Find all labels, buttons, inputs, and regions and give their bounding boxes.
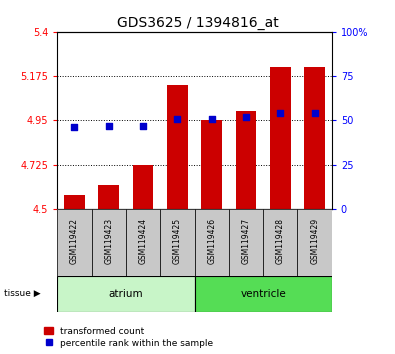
Text: GSM119424: GSM119424	[139, 218, 148, 264]
Bar	[195, 276, 332, 312]
Bar	[126, 209, 160, 276]
Text: GSM119428: GSM119428	[276, 218, 285, 264]
Text: GSM119422: GSM119422	[70, 218, 79, 264]
Point	[140, 123, 146, 129]
Bar	[98, 185, 119, 209]
Text: GSM119423: GSM119423	[104, 218, 113, 264]
Bar	[195, 209, 229, 276]
Bar	[229, 209, 263, 276]
Bar	[236, 110, 256, 209]
Bar	[160, 209, 195, 276]
Bar	[297, 209, 332, 276]
Bar	[57, 276, 195, 312]
Text: GSM119427: GSM119427	[241, 218, 250, 264]
Bar	[57, 209, 92, 276]
Point	[243, 114, 249, 120]
Text: atrium: atrium	[109, 289, 143, 299]
Point	[277, 110, 284, 116]
Point	[71, 125, 77, 130]
Text: ventricle: ventricle	[240, 289, 286, 299]
Point	[174, 116, 181, 121]
Bar	[167, 85, 188, 209]
Bar	[270, 67, 291, 209]
Text: GSM119429: GSM119429	[310, 218, 319, 264]
Text: GDS3625 / 1394816_at: GDS3625 / 1394816_at	[117, 16, 278, 30]
Bar	[305, 67, 325, 209]
Point	[209, 116, 215, 121]
Point	[312, 110, 318, 116]
Text: GSM119426: GSM119426	[207, 218, 216, 264]
Bar	[64, 195, 85, 209]
Bar	[201, 120, 222, 209]
Text: tissue ▶: tissue ▶	[4, 289, 41, 298]
Legend: transformed count, percentile rank within the sample: transformed count, percentile rank withi…	[44, 327, 213, 348]
Bar	[92, 209, 126, 276]
Bar	[263, 209, 297, 276]
Bar	[133, 165, 153, 209]
Text: GSM119425: GSM119425	[173, 218, 182, 264]
Point	[105, 123, 112, 129]
